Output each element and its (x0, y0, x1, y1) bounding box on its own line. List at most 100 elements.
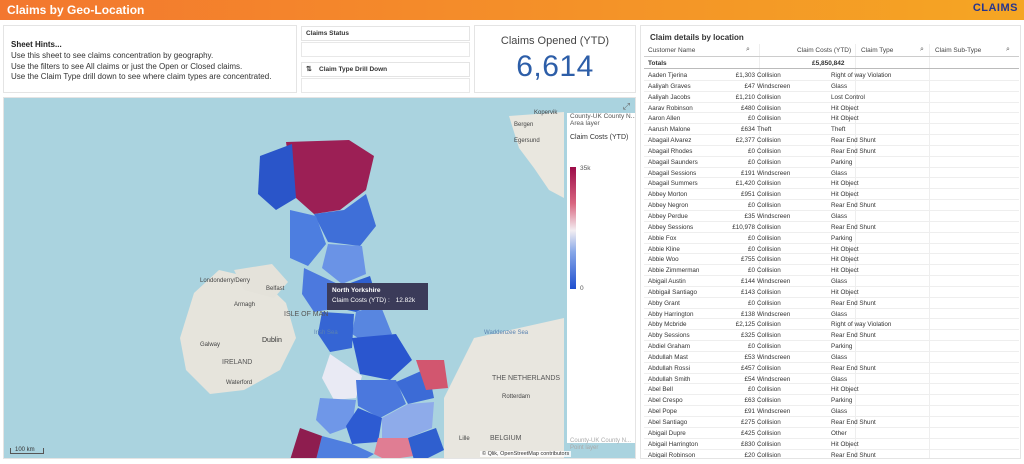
county-kent[interactable] (408, 428, 444, 459)
county-grampian[interactable] (314, 194, 376, 246)
table-row[interactable]: Abagail Sessions £191 Windscreen Glass (644, 168, 1019, 179)
table-row[interactable]: Abby Grant £0 Collision Rear End Shunt (644, 298, 1019, 309)
cell-subtype: Glass (831, 212, 848, 220)
table-row[interactable]: Aarush Malone £634 Theft Theft (644, 124, 1019, 136)
cell-cost: £35 (744, 212, 755, 220)
county-highland[interactable] (286, 140, 374, 214)
search-icon[interactable]: ⌕ (920, 46, 924, 53)
table-row[interactable]: Abbie Fox £0 Collision Parking (644, 233, 1019, 244)
table-row[interactable]: Abbey Negron £0 Collision Rear End Shunt (644, 200, 1019, 211)
table-row[interactable]: Abigail Dupre £425 Collision Other (644, 428, 1019, 439)
county-cumbria[interactable] (318, 312, 354, 352)
claim-type-drilldown-label: Claim Type Drill Down (319, 66, 388, 73)
cell-type: Collision (757, 202, 781, 210)
map-canvas[interactable]: Bergen Egersund Kopervik Londonderry/Der… (4, 98, 636, 459)
table-row[interactable]: Abbey Sessions £10,978 Collision Rear End S… (644, 222, 1019, 233)
cell-subtype: Parking (831, 343, 853, 351)
cell-type: Windscreen (757, 310, 791, 318)
cell-cost: £0 (747, 267, 755, 275)
map-label: Egersund (514, 138, 540, 144)
cell-subtype: Rear End Shunt (831, 137, 876, 145)
table-row[interactable]: Abbey Morton £951 Collision Hit Object (644, 189, 1019, 201)
county-east-anglia[interactable] (382, 402, 434, 440)
cell-type: Collision (757, 180, 781, 188)
county-greater-london[interactable] (374, 438, 414, 459)
cell-subtype: Rear End Shunt (831, 202, 876, 210)
county-west-isles[interactable] (258, 144, 296, 210)
column-header-customer[interactable]: Customer Name (648, 47, 696, 54)
table-row[interactable]: Abagail Rhodes £0 Collision Rear End Shunt (644, 146, 1019, 157)
table-row[interactable]: Abigail Robinson £20 Collision Rear End Shu… (644, 450, 1019, 459)
cell-customer: Abby Grant (648, 299, 680, 307)
county-west-yorkshire[interactable] (356, 380, 406, 418)
column-header-type[interactable]: Claim Type (861, 47, 894, 54)
cell-type: Collision (757, 256, 781, 264)
claim-type-values[interactable] (301, 78, 470, 93)
table-row[interactable]: Aaliyah Jacobs £1,210 Collision Lost Contro… (644, 92, 1019, 103)
cell-customer: Aaron Allen (648, 115, 681, 123)
cell-customer: Abagail Alvarez (648, 137, 692, 145)
table-row[interactable]: Aaden Tjerina £1,303 Collision Right of way… (644, 70, 1019, 81)
cell-cost: £91 (744, 408, 755, 416)
table-row[interactable]: Abel Santiago £275 Collision Rear End Shunt (644, 417, 1019, 428)
cell-customer: Abigail Dupre (648, 429, 686, 437)
norway-land (509, 112, 564, 198)
table-row[interactable]: Abagail Alvarez £2,377 Collision Rear End S… (644, 135, 1019, 146)
claim-type-drilldown-filter[interactable]: ⇅ Claim Type Drill Down (301, 62, 470, 77)
search-icon[interactable]: ⌕ (746, 46, 750, 53)
cell-type: Windscreen (757, 278, 791, 286)
cell-subtype: Hit Object (831, 180, 859, 188)
table-row[interactable]: Abagail Summers £1,420 Collision Hit Object (644, 178, 1019, 190)
table-row[interactable]: Abbie Kline £0 Collision Hit Object (644, 244, 1019, 255)
table-row[interactable]: Abbey Perdue £35 Windscreen Glass (644, 211, 1019, 222)
table-row[interactable]: Aaliyah Graves £47 Windscreen Glass (644, 81, 1019, 92)
claims-map[interactable]: Bergen Egersund Kopervik Londonderry/Der… (3, 97, 636, 459)
table-row[interactable]: Abagail Saunders £0 Collision Parking (644, 157, 1019, 168)
cell-cost: £755 (740, 256, 755, 264)
table-row[interactable]: Abdullah Rossi £457 Collision Rear End Shun… (644, 363, 1019, 374)
county-central[interactable] (322, 244, 366, 284)
table-row[interactable]: Aarav Robinson £480 Collision Hit Object (644, 103, 1019, 114)
cell-customer: Abigail Harrington (648, 440, 699, 448)
cell-customer: Abbie Woo (648, 256, 679, 264)
cell-type: Collision (757, 440, 781, 448)
county-norfolk[interactable] (416, 360, 448, 390)
table-row[interactable]: Abbigail Santiago £143 Collision Hit Object (644, 287, 1019, 298)
table-row[interactable]: Abbie Zimmerman £0 Collision Hit Object (644, 265, 1019, 277)
table-row[interactable]: Abby Mcbride £2,125 Collision Right of way … (644, 319, 1019, 331)
county-lancashire[interactable] (322, 354, 362, 400)
column-header-subtype[interactable]: Claim Sub-Type (935, 47, 982, 54)
cell-subtype: Rear End Shunt (831, 451, 876, 459)
cell-type: Collision (757, 72, 781, 79)
table-row[interactable]: Abby Sessions £325 Collision Rear End Shunt (644, 330, 1019, 342)
claims-status-values[interactable] (301, 42, 470, 57)
county-north-wales[interactable] (316, 398, 356, 434)
table-row[interactable]: Abigail Harrington £830 Collision Hit Objec… (644, 439, 1019, 450)
table-row[interactable]: Abel Bell £0 Collision Hit Object (644, 384, 1019, 396)
cell-cost: £0 (747, 299, 755, 307)
cell-customer: Abby Mcbride (648, 321, 687, 329)
table-row[interactable]: Abbie Woo £755 Collision Hit Object (644, 254, 1019, 266)
cell-subtype: Right of way Violation (831, 321, 892, 329)
claims-status-filter[interactable]: Claims Status (301, 26, 470, 41)
county-argyll[interactable] (290, 210, 326, 266)
tooltip-value: 12.82k (395, 297, 416, 304)
search-icon[interactable]: ⌕ (1006, 46, 1010, 53)
expand-icon[interactable]: ⤢ (622, 101, 630, 111)
county-cornwall[interactable] (290, 428, 322, 459)
county-midlands[interactable] (346, 408, 382, 444)
table-row[interactable]: Abigail Austin £144 Windscreen Glass (644, 276, 1019, 287)
table-row[interactable]: Abdullah Smith £54 Windscreen Glass (644, 374, 1019, 385)
table-row[interactable]: Aaron Allen £0 Collision Hit Object (644, 113, 1019, 125)
table-row[interactable]: Abel Pope £91 Windscreen Glass (644, 406, 1019, 417)
table-row[interactable]: Abel Crespo £63 Collision Parking (644, 395, 1019, 407)
cell-type: Collision (757, 288, 781, 296)
column-header-cost[interactable]: Claim Costs (YTD) (797, 47, 852, 54)
table-row[interactable]: Abby Harrington £138 Windscreen Glass (644, 309, 1019, 320)
cell-type: Windscreen (757, 212, 791, 220)
table-row[interactable]: Abdullah Mast £53 Windscreen Glass (644, 352, 1019, 363)
map-label: Rotterdam (502, 394, 530, 400)
county-north-yorkshire[interactable] (352, 334, 412, 380)
county-south-west[interactable] (316, 436, 374, 459)
table-row[interactable]: Abdiel Graham £0 Collision Parking (644, 341, 1019, 352)
